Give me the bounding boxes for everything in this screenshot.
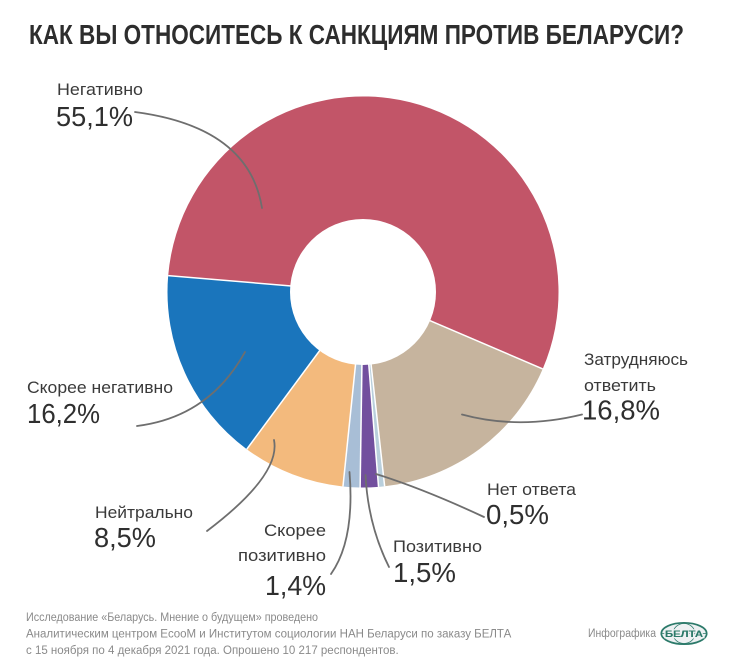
svg-text:Инфографика: Инфографика bbox=[588, 628, 657, 640]
svg-text:позитивно: позитивно bbox=[238, 547, 326, 565]
svg-text:Позитивно: Позитивно bbox=[393, 538, 482, 556]
svg-text:16,8%: 16,8% bbox=[582, 395, 660, 426]
svg-text:8,5%: 8,5% bbox=[94, 522, 156, 553]
svg-text:Нет ответа: Нет ответа bbox=[487, 481, 577, 499]
svg-text:Нейтрально: Нейтрально bbox=[95, 504, 193, 522]
svg-text:16,2%: 16,2% bbox=[27, 398, 100, 429]
svg-text:с 15 ноября по 4 декабря 2021: с 15 ноября по 4 декабря 2021 года. Опро… bbox=[26, 645, 399, 657]
svg-text:Аналитическим центром EcooM и: Аналитическим центром EcooM и Институтом… bbox=[26, 629, 512, 641]
svg-text:Исследование «Беларусь. Мнение: Исследование «Беларусь. Мнение о будущем… bbox=[26, 612, 318, 624]
svg-text:ответить: ответить bbox=[584, 377, 656, 395]
svg-text:1,4%: 1,4% bbox=[265, 570, 326, 601]
svg-text:0,5%: 0,5% bbox=[486, 499, 549, 530]
svg-text:БЕЛТА: БЕЛТА bbox=[665, 629, 703, 640]
svg-text:КАК ВЫ ОТНОСИТЕСЬ К САНКЦИЯМ П: КАК ВЫ ОТНОСИТЕСЬ К САНКЦИЯМ ПРОТИВ БЕЛА… bbox=[29, 19, 684, 50]
svg-text:Скорее негативно: Скорее негативно bbox=[27, 379, 173, 397]
svg-text:БЕЛТА: БЕЛТА bbox=[665, 629, 703, 640]
svg-text:Затрудняюсь: Затрудняюсь bbox=[584, 351, 688, 369]
svg-text:Скорее: Скорее bbox=[264, 522, 326, 540]
svg-text:55,1%: 55,1% bbox=[56, 101, 133, 132]
svg-text:Негативно: Негативно bbox=[57, 81, 143, 99]
svg-text:1,5%: 1,5% bbox=[393, 557, 456, 588]
